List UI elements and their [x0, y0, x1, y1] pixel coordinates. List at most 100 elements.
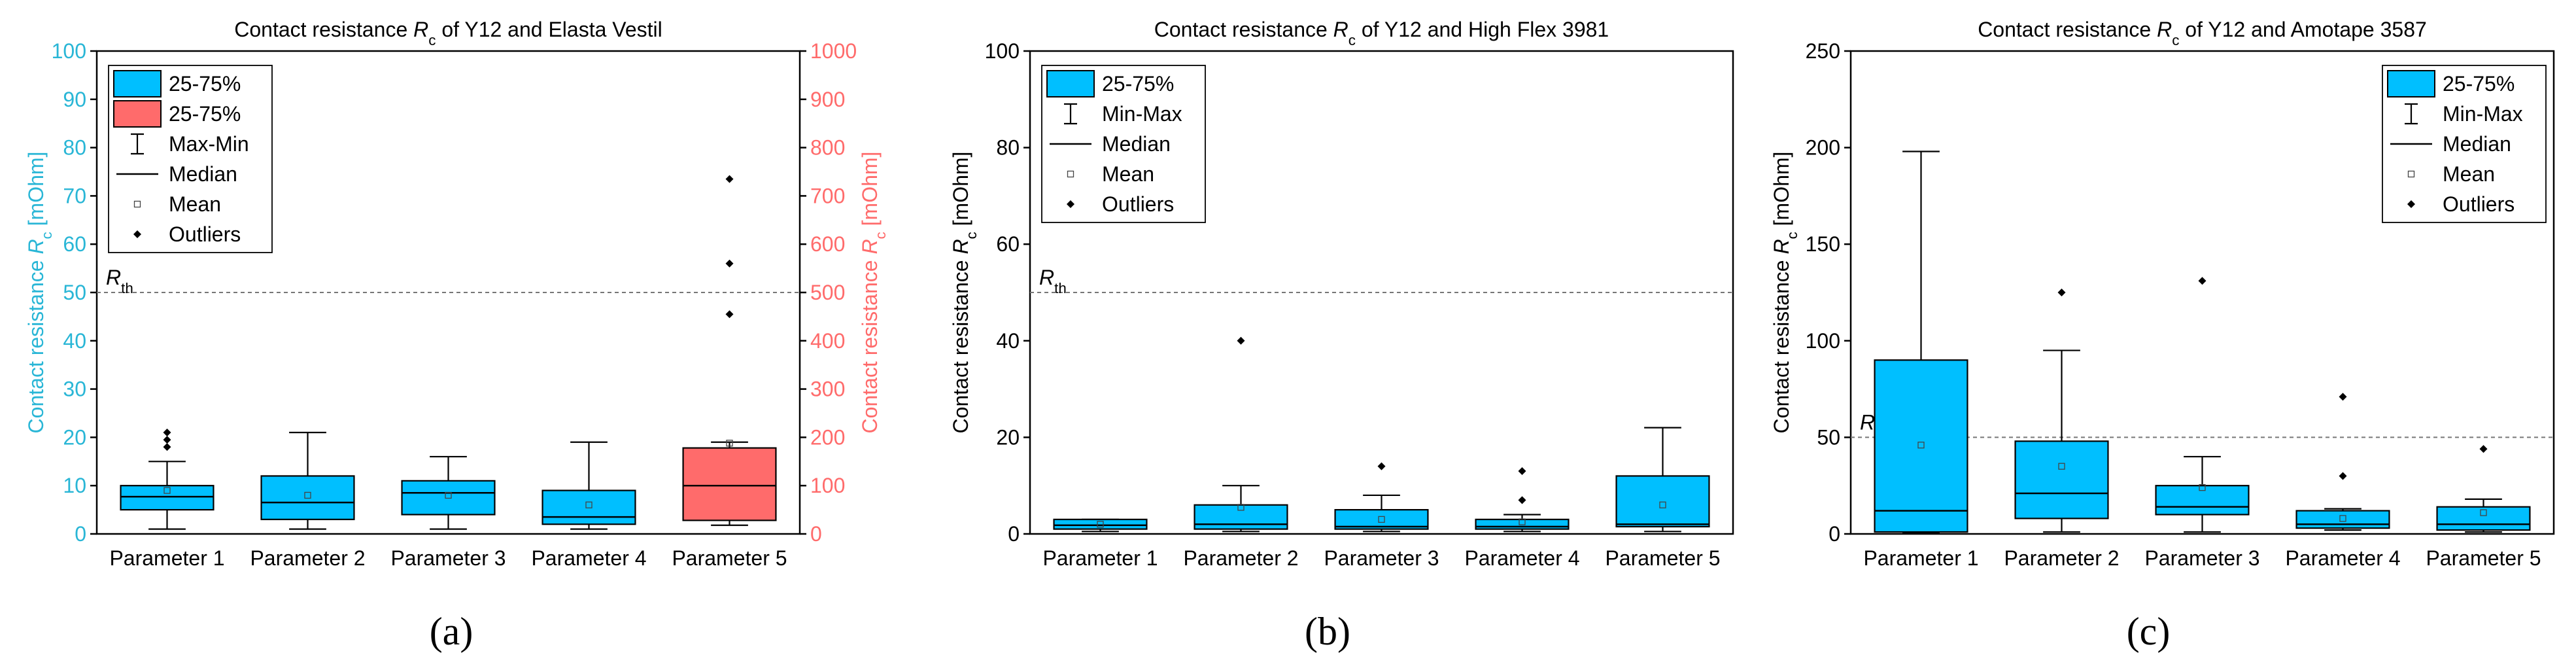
legend-item-outlier: Outliers	[1067, 192, 1174, 216]
outlier-point	[725, 175, 734, 183]
box-1	[1874, 150, 1968, 534]
box-5	[2436, 445, 2531, 533]
legend-label: 25-75%	[1102, 72, 1174, 96]
outlier-point	[2057, 289, 2066, 296]
outlier-point	[1518, 467, 1526, 476]
box-iqr	[1874, 359, 1968, 533]
legend-label: Median	[2443, 132, 2511, 156]
y2-tick-label: 900	[810, 88, 845, 111]
legend-item-median: Median	[2390, 132, 2511, 156]
legend-swatch	[2387, 70, 2435, 97]
outlier-point	[725, 310, 734, 319]
legend-mean	[133, 200, 141, 208]
box-mean	[2058, 463, 2065, 470]
x-tick-label: Parameter 4	[2285, 546, 2400, 570]
legend-label: Max-Min	[169, 132, 249, 156]
box-iqr	[541, 489, 636, 525]
y2-axis-label: Contact resistance Rc [mOhm]	[858, 152, 889, 434]
y-axis-label: Contact resistance Rc [mOhm]	[24, 152, 55, 434]
y2-tick-label: 700	[810, 184, 845, 207]
y-tick-label: 20	[63, 425, 86, 449]
x-tick-label: Parameter 2	[2004, 546, 2119, 570]
y-tick-label: 60	[996, 232, 1020, 256]
box-iqr	[682, 447, 777, 521]
x-tick-label: Parameter 4	[531, 546, 646, 570]
box-mean	[1378, 516, 1385, 523]
box-iqr	[1475, 518, 1570, 530]
legend-label: Median	[1102, 132, 1171, 156]
box-mean	[1917, 442, 1925, 449]
chart-title: Contact resistance Rc of Y12 and Elasta …	[234, 18, 662, 48]
legend: 25-75% Min-Max Median Mean Outliers	[2382, 65, 2547, 223]
y-tick-label: 30	[63, 378, 86, 401]
y2-tick-label: 100	[810, 474, 845, 497]
chart-panel-1: Contact resistance Rc of Y12 and Elasta …	[24, 18, 889, 570]
box-4	[1475, 467, 1570, 533]
panel-label: (b)	[1305, 610, 1350, 653]
y-tick-label: 50	[1817, 425, 1840, 449]
outlier-point	[2339, 472, 2347, 480]
y-tick-label: 100	[1806, 329, 1840, 353]
y-tick-label: 0	[75, 522, 86, 546]
box-mean	[2339, 515, 2346, 522]
box-3	[401, 455, 496, 530]
box-iqr	[1053, 518, 1148, 530]
legend-swatch	[113, 70, 162, 97]
legend-item-outlier: Outliers	[2407, 192, 2515, 216]
box-mean	[445, 491, 452, 499]
legend-label: 25-75%	[2443, 72, 2515, 96]
panel-label: (a)	[430, 610, 473, 653]
legend-item-mean: Mean	[2407, 162, 2495, 186]
outlier-point	[163, 443, 171, 451]
x-tick-label: Parameter 5	[672, 546, 787, 570]
outlier-point	[163, 429, 171, 437]
y-tick-label: 0	[1829, 522, 1840, 546]
y-tick-label: 70	[63, 184, 86, 207]
legend-swatch	[1046, 70, 1095, 97]
x-tick-label: Parameter 5	[1605, 546, 1720, 570]
legend-label: Mean	[2443, 162, 2495, 186]
x-tick-label: Parameter 2	[250, 546, 365, 570]
legend-label: 25-75%	[169, 72, 241, 96]
legend-item-mean: Mean	[1067, 162, 1154, 186]
legend-item-median: Median	[116, 162, 237, 186]
legend-label: 25-75%	[169, 102, 241, 126]
legend-item-median: Median	[1050, 132, 1171, 156]
legend-label: Min-Max	[2443, 102, 2523, 126]
legend-item-whisker: Max-Min	[131, 132, 249, 156]
box-5	[682, 175, 777, 526]
y2-tick-label: 600	[810, 232, 845, 256]
box-iqr	[2295, 510, 2390, 529]
y-tick-label: 20	[996, 425, 1020, 449]
box-iqr	[2014, 440, 2109, 520]
panel-label: (c)	[2127, 610, 2171, 653]
box-mean	[163, 487, 171, 494]
y-axis-label: Contact resistance Rc [mOhm]	[949, 152, 980, 434]
box-2	[2014, 289, 2109, 533]
y-tick-label: 100	[52, 39, 86, 63]
y-tick-label: 100	[985, 39, 1020, 63]
legend-item-box: 25-75%	[2387, 70, 2515, 97]
y-tick-label: 80	[996, 136, 1020, 160]
box-2	[1194, 336, 1288, 533]
chart-title: Contact resistance Rc of Y12 and High Fl…	[1154, 18, 1609, 48]
legend-swatch	[113, 100, 162, 128]
box-iqr	[2436, 506, 2531, 531]
box-mean	[726, 440, 733, 447]
y-tick-label: 150	[1806, 232, 1840, 256]
legend: 25-75% Min-Max Median Mean Outliers	[1041, 65, 1206, 223]
outlier-point	[1518, 496, 1526, 504]
box-iqr	[1194, 504, 1288, 530]
x-tick-label: Parameter 5	[2426, 546, 2541, 570]
outlier-point	[2339, 393, 2347, 401]
chart-panel-2: Contact resistance Rc of Y12 and High Fl…	[949, 18, 1734, 570]
box-iqr	[401, 480, 496, 516]
y2-tick-label: 800	[810, 136, 845, 160]
plot-frame	[1849, 50, 2555, 535]
legend-item-whisker: Min-Max	[1064, 102, 1182, 126]
box-mean	[1659, 501, 1666, 508]
y2-tick-label: 300	[810, 378, 845, 401]
threshold-label: Rth	[106, 266, 133, 296]
y-tick-label: 60	[63, 232, 86, 256]
legend-label: Median	[169, 162, 237, 186]
